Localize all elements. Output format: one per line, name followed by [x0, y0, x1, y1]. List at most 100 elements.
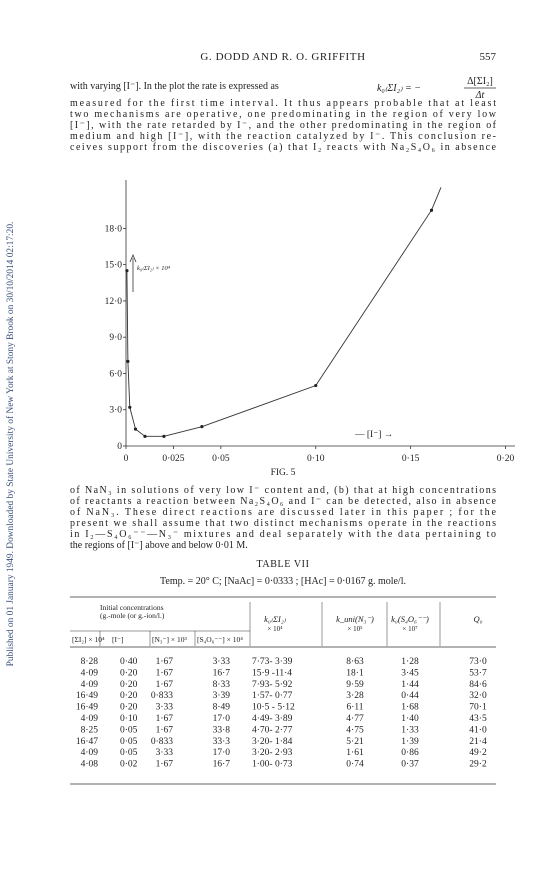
column-header: k₀₍ΣI₂₎: [264, 614, 287, 624]
table-cell: 16·49: [76, 691, 98, 701]
table-cell: 0·833: [151, 691, 173, 701]
table-cell: 17·0: [213, 748, 231, 758]
table-cell: 0·20: [120, 691, 138, 701]
table-cell: 3·28: [346, 691, 364, 701]
table-cell: 0·833: [151, 737, 173, 747]
table-cell: 16·7: [213, 668, 231, 678]
table-cell: 1·33: [401, 725, 419, 735]
paragraph-line: of NaN₃. These direct reactions are disc…: [70, 507, 497, 518]
table-cell: 4·09: [81, 714, 99, 724]
formula-denominator: Δt: [475, 90, 485, 101]
sub-header: [I⁻]: [112, 635, 123, 644]
table-cell: 16·47: [76, 737, 98, 747]
column-header: × 10⁷: [402, 625, 418, 633]
formula-numerator: Δ[ΣI₂]: [467, 76, 493, 87]
table-cell: 1·67: [156, 760, 174, 770]
table-cell: 4·70- 2·77: [252, 725, 293, 735]
table-cell: 16·49: [76, 703, 98, 713]
table-cell: 3·39: [213, 691, 231, 701]
table-cell: 7·93- 5·92: [252, 680, 293, 690]
sub-header: [ΣI₂] × 10⁴: [72, 635, 105, 644]
column-header: Q₀: [473, 614, 482, 624]
table-cell: 0·05: [120, 725, 138, 735]
table-cell: 1·67: [156, 668, 174, 678]
sub-header: [N₃⁻] × 10³: [152, 635, 187, 644]
table-cell: 0·02: [120, 760, 138, 770]
y-tick-label: 6·0: [109, 369, 122, 379]
group-header: Initial concentrations: [100, 603, 164, 612]
data-point: [200, 425, 204, 429]
paragraph-line: two mechanisms are operative, one predom…: [70, 109, 497, 120]
data-point: [314, 383, 318, 388]
y-tick-label: 12·0: [105, 297, 123, 307]
table-cell: 18·1: [346, 668, 364, 678]
curve: [126, 187, 442, 437]
table-cell: 3·33: [156, 703, 174, 713]
table-cell: 1·44: [401, 680, 419, 690]
table-cell: 0·05: [120, 737, 138, 747]
table-cell: 3·20- 2·93: [252, 748, 293, 758]
table-cell: 32·0: [469, 691, 487, 701]
data-point: [133, 427, 138, 431]
paragraph-line: of reactants a reaction between Na₂S₄O₆ …: [70, 496, 497, 507]
table-cell: 4·49- 3·89: [252, 714, 293, 724]
table-cell: 0·40: [120, 657, 138, 667]
paragraph-line: measured for the first time interval. It…: [70, 98, 496, 109]
column-header: × 10⁴: [267, 625, 283, 633]
table-cell: 73·0: [469, 657, 487, 667]
paragraph-line: present we shall assume that two distinc…: [70, 518, 496, 529]
table-cell: 0·86: [401, 748, 419, 758]
table-cell: 1·61: [346, 748, 364, 758]
table-cell: 0·74: [346, 760, 364, 770]
data-point: [143, 434, 147, 438]
table-cell: 5·21: [346, 737, 364, 747]
paragraph-line: the regions of [I⁻] above and below 0·01…: [70, 540, 248, 551]
paragraph-line: in I₂—S₄O₆⁻⁻—N₃⁻ mixtures and deal separ…: [70, 529, 496, 540]
table-cell: 8·28: [81, 657, 99, 667]
table-cell: 1·68: [401, 703, 419, 713]
table-cell: 8·63: [346, 657, 364, 667]
y-tick-label: 3·0: [109, 406, 122, 416]
sub-header: [S₄O₆⁻⁻] × 10⁴: [197, 635, 243, 644]
data-point: [126, 359, 130, 363]
table-cell: 4·09: [81, 668, 99, 678]
table-cell: 4·09: [81, 748, 99, 758]
paragraph-line: of NaN₃ in solutions of very low I⁻ cont…: [70, 485, 496, 496]
table-cell: 0·20: [120, 703, 138, 713]
column-header: k₀(S₄O₆⁻⁻): [391, 614, 429, 624]
table-cell: 53·7: [469, 668, 487, 678]
table-cell: 3·45: [401, 668, 419, 678]
paragraph-line: [I⁻], with the rate retarded by I⁻, and …: [70, 120, 497, 131]
data-point: [125, 269, 129, 273]
table-cell: 1·57- 0·77: [252, 691, 293, 701]
table-cell: 84·6: [469, 680, 487, 690]
table-cell: 6·11: [346, 703, 363, 713]
table-conditions: Temp. = 20° C; [NaAc] = 0·0333 ; [HAc] =…: [160, 576, 406, 587]
table-cell: 29·2: [469, 760, 487, 770]
table-cell: 4·08: [81, 760, 99, 770]
table-cell: 0·37: [401, 760, 419, 770]
table-cell: 3·33: [156, 748, 174, 758]
table-cell: 21·4: [469, 737, 487, 747]
x-tick-label: 0·15: [402, 454, 420, 464]
table-cell: 1·67: [156, 714, 174, 724]
formula-lhs: k₀₍ΣI₂₎ = −: [377, 83, 421, 94]
y-tick-label: 0: [117, 442, 122, 452]
table-cell: 8·49: [213, 703, 231, 713]
y-label-arrowhead: [129, 253, 137, 263]
table-cell: 3·20- 1·84: [252, 737, 293, 747]
table-cell: 41·0: [469, 725, 487, 735]
table-cell: 8·25: [81, 725, 99, 735]
table-cell: 1·67: [156, 657, 174, 667]
y-axis-label: k₀₍ΣI₂₎ × 10⁴: [137, 265, 171, 272]
table-cell: 4·77: [346, 714, 364, 724]
page-number: 557: [480, 51, 497, 63]
table-cell: 1·00- 0·73: [252, 760, 293, 770]
paragraph-line: ceives support from the discoveries (a) …: [70, 142, 497, 153]
running-head: G. DODD AND R. O. GRIFFITH: [200, 51, 365, 63]
table-cell: 0·10: [120, 714, 138, 724]
paragraph-line: medium and high [I⁻], with the reaction …: [70, 131, 496, 142]
table-cell: 1·39: [401, 737, 419, 747]
